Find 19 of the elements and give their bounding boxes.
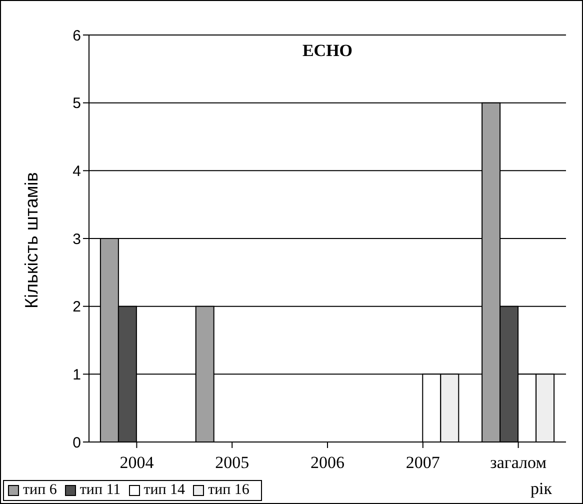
legend-label: тип 11 xyxy=(78,482,121,499)
x-tick-label: 2004 xyxy=(120,453,154,472)
legend-label: тип 6 xyxy=(22,482,57,499)
y-tick-label: 0 xyxy=(72,434,81,452)
legend-label: тип 14 xyxy=(142,482,186,499)
x-tick-label: 2007 xyxy=(406,453,440,472)
x-tick-label: 2005 xyxy=(215,453,250,472)
chart-title: ECHO xyxy=(301,41,354,61)
x-axis-title: рік xyxy=(530,479,552,499)
x-tick-label: загалом xyxy=(490,453,547,472)
y-tick-label: 1 xyxy=(72,366,81,384)
y-tick-label: 5 xyxy=(72,95,81,112)
y-tick-label: 6 xyxy=(72,27,81,44)
y-tick-label: 4 xyxy=(72,162,81,180)
legend-label: тип 16 xyxy=(207,482,250,499)
y-axis-title: Кількість штамів xyxy=(21,172,42,308)
y-tick-label: 3 xyxy=(72,230,81,248)
y-tick-label: 2 xyxy=(72,298,81,316)
x-tick-label: 2006 xyxy=(310,453,344,472)
